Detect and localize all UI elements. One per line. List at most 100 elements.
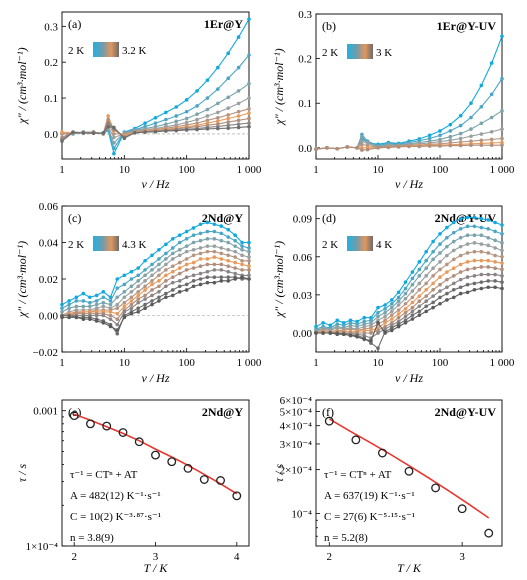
- data-point: [86, 419, 95, 429]
- fit-annotation: C = 10(2) K⁻³·⁸⁷·s⁻¹: [70, 511, 161, 523]
- data-point: [403, 318, 408, 323]
- fit-annotation: A = 482(12) K⁻¹·s⁻¹: [70, 490, 161, 502]
- data-point: [129, 289, 134, 294]
- data-point: [417, 313, 422, 317]
- data-point: [177, 266, 182, 270]
- data-point: [129, 269, 134, 274]
- data-point: [472, 266, 477, 271]
- data-point: [216, 65, 220, 70]
- data-point: [184, 120, 189, 125]
- y-tick-label: 0.0: [298, 143, 312, 155]
- data-point: [479, 105, 484, 109]
- data-point: [458, 262, 463, 267]
- data-point: [247, 81, 251, 86]
- legend-low: 2 K: [322, 239, 338, 251]
- data-point: [493, 246, 497, 250]
- data-point: [81, 304, 86, 309]
- data-point: [205, 257, 210, 261]
- data-point: [219, 251, 224, 256]
- plot-frame: [315, 13, 503, 160]
- data-point: [198, 282, 203, 287]
- data-point: [410, 300, 415, 305]
- data-point: [184, 98, 189, 102]
- data-point: [376, 328, 380, 333]
- data-point: [195, 89, 199, 93]
- x-tick-label: 1: [59, 164, 65, 176]
- data-point: [424, 287, 429, 292]
- data-point: [348, 327, 353, 331]
- data-point: [465, 242, 470, 246]
- data-point: [191, 273, 196, 278]
- y-tick-label: 0.06: [39, 201, 59, 213]
- data-point: [170, 246, 175, 250]
- data-point: [489, 137, 494, 142]
- data-point: [184, 109, 189, 114]
- data-point: [448, 122, 453, 127]
- data-point: [129, 306, 134, 311]
- y-axis-label: χ″ / (cm³·mol⁻¹): [272, 241, 286, 318]
- data-point: [417, 274, 422, 278]
- legend-high: 4.3 K: [122, 239, 147, 251]
- data-point: [403, 296, 408, 301]
- data-point: [233, 260, 237, 265]
- data-point: [493, 220, 497, 225]
- data-point: [212, 255, 217, 259]
- data-point: [115, 311, 120, 316]
- x-axis-label: ν / Hz: [395, 371, 423, 385]
- data-point: [410, 282, 415, 287]
- y-tick-label: 5×10⁻⁴: [280, 407, 313, 419]
- data-point: [183, 463, 193, 473]
- data-point: [355, 319, 359, 324]
- data-point: [226, 76, 231, 81]
- data-point: [236, 114, 241, 118]
- data-point: [129, 311, 134, 316]
- panel-f: 2 3 10⁻⁴ 2×10⁻⁴ 3×10⁻⁴ 4×10⁻⁴ 5×10⁻⁴6×10⁻⁴ T / …: [272, 395, 503, 575]
- data-point: [205, 220, 210, 225]
- data-point: [369, 341, 373, 345]
- data-point: [212, 280, 217, 285]
- y-tick-label: 0.00: [39, 311, 59, 323]
- data-point: [438, 282, 442, 287]
- data-point: [157, 268, 161, 272]
- data-point: [321, 321, 325, 325]
- data-point: [472, 258, 477, 263]
- data-point: [396, 299, 401, 304]
- data-point: [226, 123, 231, 128]
- data-point: [335, 332, 340, 337]
- data-point: [143, 121, 147, 125]
- data-point: [219, 275, 224, 279]
- y-tick-label: 4×10⁻⁴: [280, 421, 313, 433]
- data-point: [431, 300, 435, 305]
- data-point: [493, 229, 497, 234]
- data-point: [112, 132, 116, 136]
- legend-gradient-bar: [347, 236, 373, 251]
- data-point: [170, 257, 175, 261]
- x-tick-label: 10: [373, 357, 385, 369]
- data-point: [383, 331, 387, 335]
- data-point: [136, 273, 141, 278]
- data-point: [458, 235, 463, 240]
- data-point: [348, 321, 353, 325]
- data-point: [199, 475, 209, 484]
- legend-high: 3.2 K: [122, 45, 147, 57]
- data-point: [226, 126, 231, 130]
- data-point: [212, 237, 217, 241]
- data-point: [170, 288, 175, 292]
- data-point: [451, 230, 456, 235]
- data-point: [348, 318, 353, 323]
- plot-frame: [315, 399, 503, 547]
- data-point: [362, 333, 367, 338]
- fit-annotation: C = 27(6) K⁻⁵·¹⁵·s⁻¹: [324, 511, 415, 523]
- data-point: [226, 240, 231, 245]
- data-point: [369, 338, 373, 343]
- data-point: [500, 223, 504, 227]
- data-point: [106, 114, 110, 118]
- data-point: [396, 319, 401, 324]
- compound-label: 2Nd@Y-UV: [435, 405, 497, 419]
- data-point: [157, 262, 161, 267]
- x-tick-label: 3: [459, 551, 465, 563]
- data-point: [472, 249, 477, 254]
- series-line: [61, 245, 250, 316]
- data-point: [472, 287, 477, 292]
- data-point: [417, 267, 422, 272]
